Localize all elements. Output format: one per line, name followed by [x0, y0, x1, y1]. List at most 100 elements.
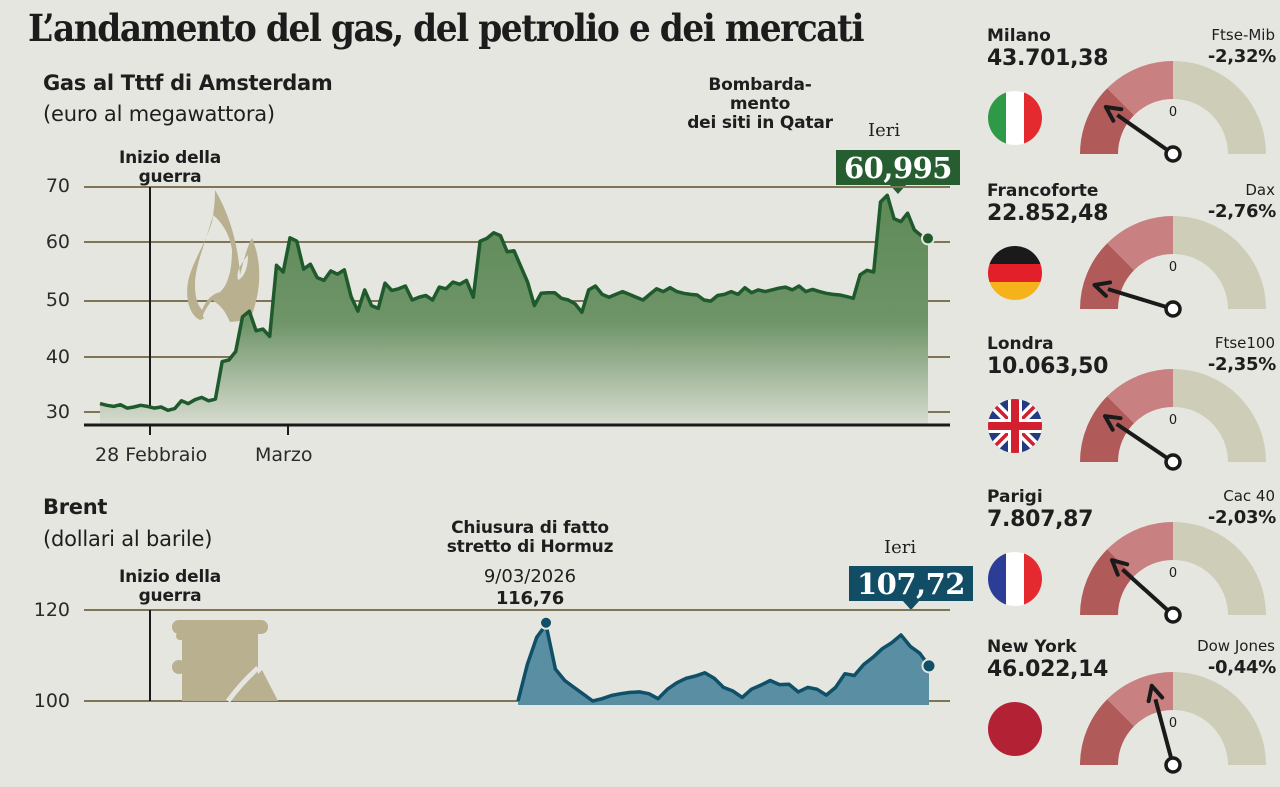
- brent-hormuz-annotation: Chiusura di fatto stretto di Hormuz: [430, 519, 630, 557]
- gas-line: [99, 193, 929, 413]
- gauge-needle: [1116, 113, 1175, 156]
- brent-hormuz-value: 116,76: [495, 588, 565, 609]
- gauge-meter: 0: [1080, 216, 1266, 318]
- gauge-needle: [1107, 287, 1174, 311]
- market-card-londra: Londra 10.063,50 Ftse100 -2,35% 0: [980, 334, 1280, 484]
- market-card-milano: Milano 43.701,38 Ftse-Mib -2,32% 0: [980, 26, 1280, 176]
- market-city: Londra: [987, 334, 1054, 354]
- market-card-new-york: New York 46.022,14 Dow Jones -0,44% 0: [980, 637, 1280, 787]
- market-change: -0,44%: [1207, 657, 1276, 678]
- market-index: Cac 40: [1223, 487, 1275, 505]
- gas-qatar-annotation: Bombarda- mento dei siti in Qatar: [670, 76, 850, 133]
- market-change: -2,76%: [1207, 201, 1276, 222]
- flame-icon: [187, 190, 260, 322]
- gauge-pivot: [1164, 756, 1182, 774]
- gauge-segment-negative: [1107, 61, 1173, 116]
- needle-arrowhead-icon: [1146, 683, 1165, 704]
- gauge-segment-positive: [1173, 672, 1266, 765]
- gas-ieri-point: [921, 231, 935, 246]
- page-title: L’andamento del gas, del petrolio e dei …: [28, 6, 865, 50]
- gas-ieri-value-badge: 60,995: [836, 150, 960, 194]
- annotation-line: Bombarda-: [708, 75, 812, 95]
- gauge-meter: 0: [1080, 522, 1266, 624]
- market-city: New York: [987, 637, 1077, 657]
- annotation-line: guerra: [138, 167, 202, 187]
- annotation-line: Inizio della: [119, 567, 221, 587]
- brent-ieri-point: [921, 658, 937, 674]
- gauge-needle: [1121, 568, 1175, 617]
- uk-flag-icon: [988, 399, 1042, 453]
- gauge-zero-label: 0: [1169, 413, 1177, 428]
- gas-ytick: 50: [45, 289, 70, 311]
- market-city: Francoforte: [987, 181, 1099, 201]
- market-change: -2,03%: [1207, 507, 1276, 528]
- gauge-segment-negative: [1107, 369, 1173, 424]
- gas-war-annotation: Inizio della guerra: [106, 149, 234, 187]
- needle-arrowhead-icon: [1110, 558, 1130, 577]
- needle-arrowhead-icon: [1092, 280, 1113, 298]
- markets-panel: Milano 43.701,38 Ftse-Mib -2,32% 0 Franc…: [980, 0, 1280, 774]
- market-city: Milano: [987, 26, 1051, 46]
- market-index: Ftse100: [1214, 334, 1275, 352]
- gauge-segment-negative: [1107, 216, 1173, 271]
- market-value: 46.022,14: [987, 657, 1109, 682]
- gauge-segment-strong-negative: [1080, 396, 1135, 462]
- market-change: -2,35%: [1207, 354, 1276, 375]
- annotation-line: stretto di Hormuz: [446, 537, 614, 557]
- brent-chart-plot: [84, 609, 950, 705]
- brent-chart-title: Brent: [43, 495, 108, 519]
- needle-arrowhead-icon: [1103, 414, 1123, 432]
- gauge-meter: 0: [1080, 672, 1266, 774]
- brent-hormuz-date: 9/03/2026: [483, 566, 577, 587]
- gauge-segment-positive: [1173, 216, 1266, 309]
- brent-chart-unit: (dollari al barile): [43, 527, 213, 551]
- gas-xtick: Marzo: [255, 444, 313, 466]
- gas-ytick: 40: [45, 346, 70, 368]
- brent-ytick: 120: [33, 599, 70, 621]
- annotation-line: Inizio della: [119, 148, 221, 168]
- market-index: Ftse-Mib: [1211, 26, 1275, 44]
- gauge-segment-strong-negative: [1080, 549, 1135, 615]
- gauge-segment-positive: [1173, 522, 1266, 615]
- market-change: -2,32%: [1207, 46, 1276, 67]
- gauge-segment-positive: [1173, 61, 1266, 154]
- gauge-pivot: [1164, 300, 1182, 318]
- brent-line: [516, 622, 931, 703]
- gauge-zero-label: 0: [1169, 566, 1177, 581]
- gauge-segment-strong-negative: [1080, 243, 1135, 309]
- gas-chart-title: Gas al Tttf di Amsterdam: [43, 71, 333, 95]
- market-card-parigi: Parigi 7.807,87 Cac 40 -2,03% 0: [980, 487, 1280, 637]
- brent-ieri-label: Ieri: [884, 537, 917, 558]
- gas-chart-unit: (euro al megawattora): [43, 102, 275, 126]
- gas-ytick: 60: [45, 231, 70, 253]
- gauge-pivot: [1164, 145, 1182, 163]
- market-index: Dow Jones: [1197, 637, 1275, 655]
- france-flag-icon: [988, 552, 1042, 606]
- gauge-segment-positive: [1173, 369, 1266, 462]
- gauge-pivot: [1164, 453, 1182, 471]
- market-value: 10.063,50: [987, 354, 1109, 379]
- brent-ieri-value-badge: 107,72: [849, 566, 973, 610]
- market-value: 43.701,38: [987, 46, 1109, 71]
- gauge-needle: [1115, 422, 1175, 464]
- gas-xtick: 28 Febbraio: [95, 444, 208, 466]
- annotation-line: dei siti in Qatar: [687, 113, 833, 133]
- market-city: Parigi: [987, 487, 1043, 507]
- gauge-pivot: [1164, 606, 1182, 624]
- market-value: 7.807,87: [987, 507, 1094, 532]
- gauge-zero-label: 0: [1169, 260, 1177, 275]
- oil-pump-icon: [172, 620, 278, 701]
- gas-chart-plot: [84, 186, 950, 435]
- germany-flag-icon: [988, 246, 1042, 300]
- italy-flag-icon: [988, 91, 1042, 145]
- market-value: 22.852,48: [987, 201, 1109, 226]
- gas-ieri-label: Ieri: [868, 120, 901, 141]
- brent-war-annotation: Inizio della guerra: [106, 568, 234, 606]
- gauge-zero-label: 0: [1169, 105, 1177, 120]
- brent-hormuz-point: [539, 615, 554, 630]
- needle-arrowhead-icon: [1103, 104, 1124, 123]
- gauge-meter: 0: [1080, 61, 1266, 163]
- annotation-line: mento: [729, 94, 791, 114]
- gauge-segment-strong-negative: [1080, 88, 1135, 154]
- gas-ytick: 30: [45, 401, 70, 423]
